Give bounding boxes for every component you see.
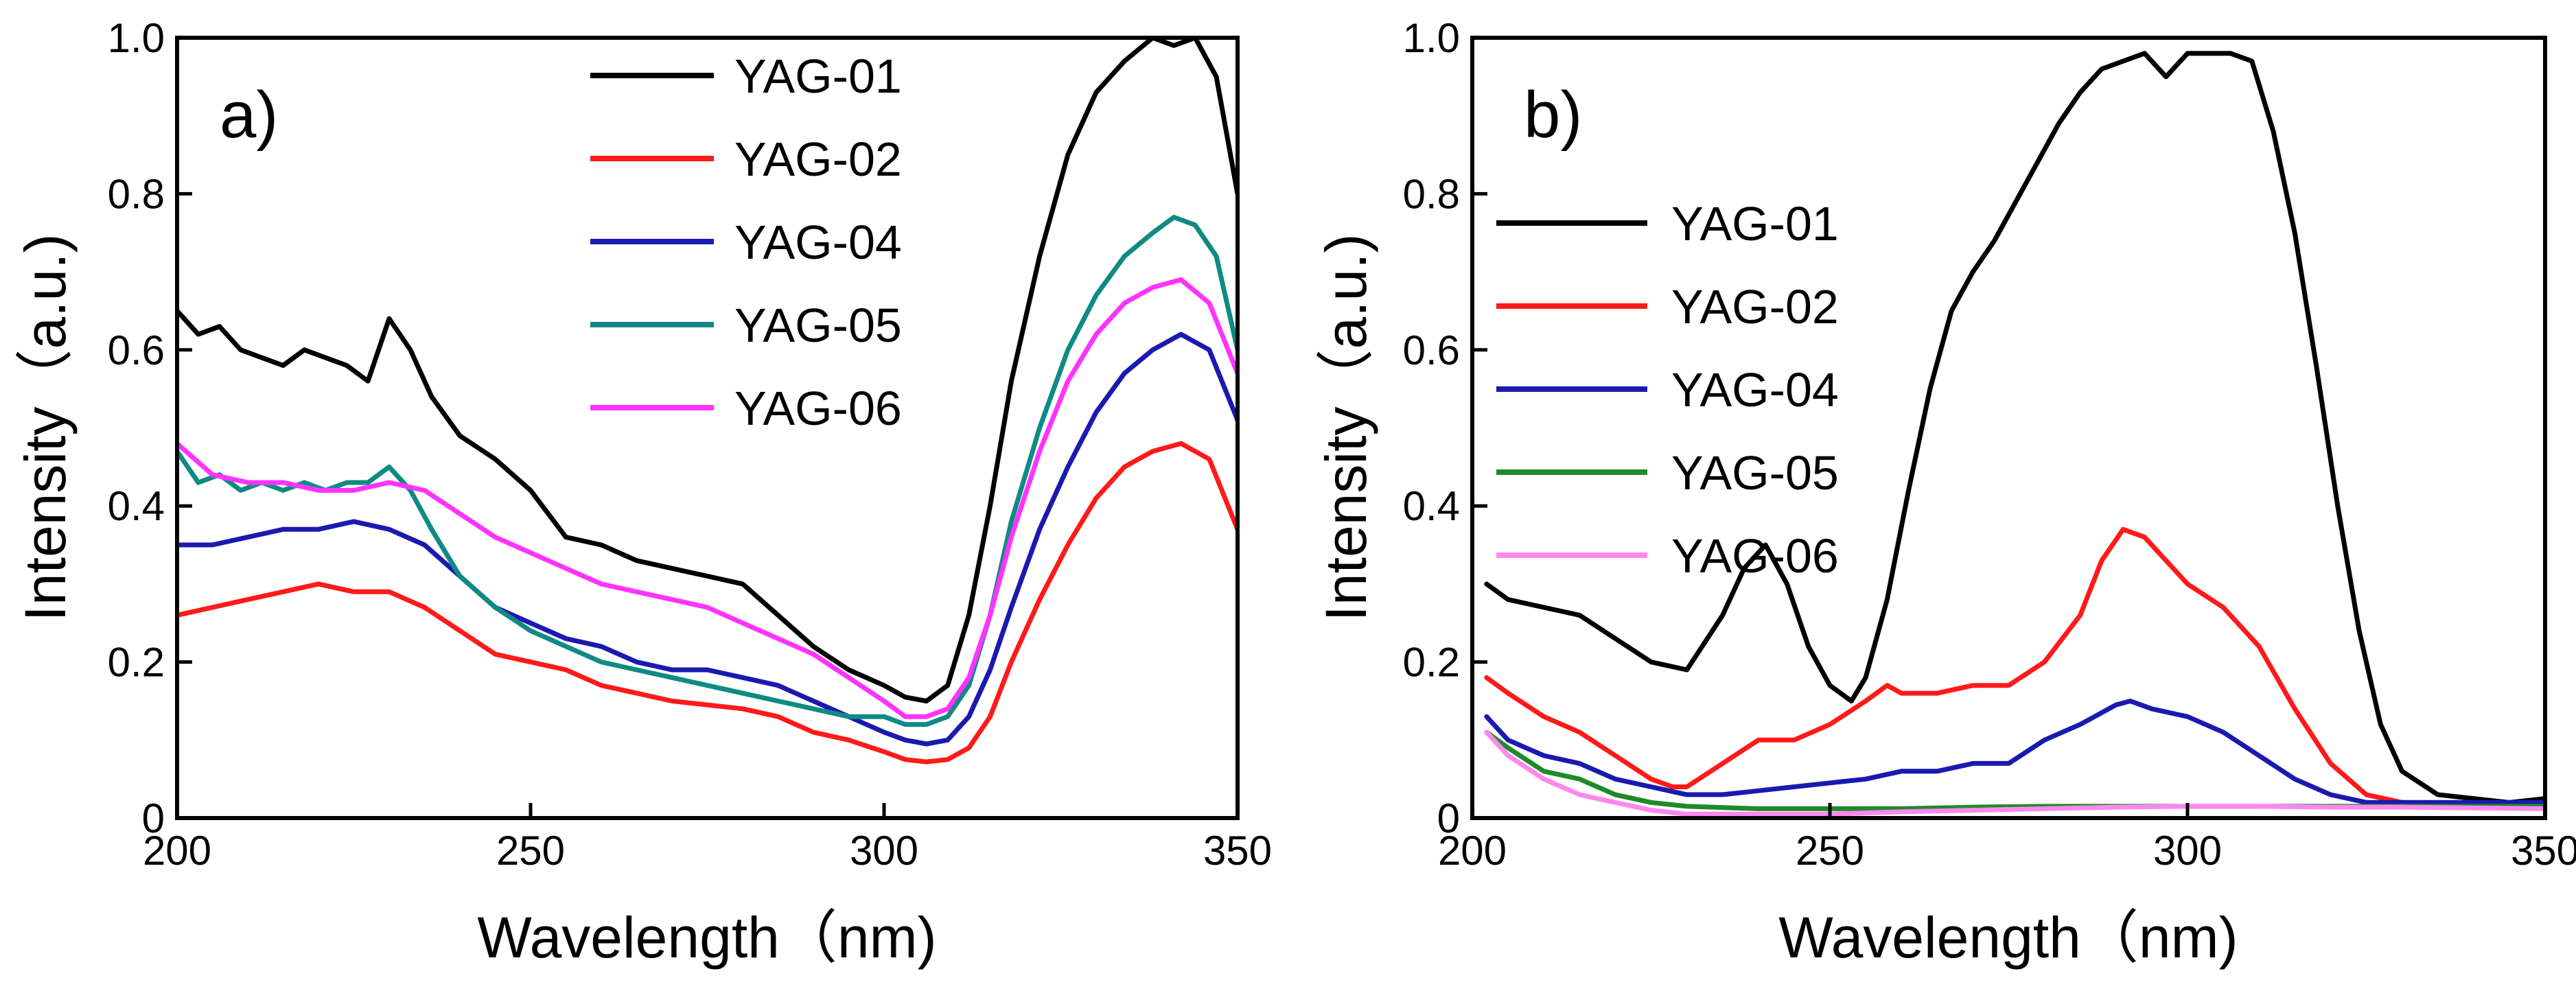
legend-label-yag-05-a: YAG-05 [734, 299, 902, 352]
series-line-yag-02-b [1484, 526, 2545, 809]
legend-label-yag-04-a: YAG-04 [734, 215, 902, 269]
legend-label-yag-06-a: YAG-06 [734, 382, 902, 435]
x-tick-label-a: 300 [850, 828, 918, 874]
plot-frame-a [175, 36, 1240, 820]
x-tick-label-b: 250 [1796, 828, 1864, 874]
legend-label-yag-04-b: YAG-04 [1671, 363, 1839, 417]
y-tick-label-b: 0 [1437, 795, 1460, 841]
x-tick-label-b: 350 [2511, 828, 2576, 874]
legend-label-yag-02-b: YAG-02 [1671, 280, 1839, 334]
chart-panel-a: 200 250 300 350 0 0.2 0.4 0.6 0.8 1.0 a) Waveleng… [13, 15, 1272, 970]
series-line-yag-06-b [1484, 730, 2545, 817]
tick-layer-b: 200 250 300 350 0 0.2 0.4 0.6 0.8 1.0 [1403, 15, 2576, 874]
series-line-yag-02-a [177, 441, 1238, 765]
y-tick-label-b: 0.2 [1403, 640, 1460, 686]
tick-layer-a: 200 250 300 350 0 0.2 0.4 0.6 0.8 1.0 [108, 15, 1272, 874]
y-tick-label-a: 1.0 [108, 15, 165, 61]
y-axis-title-a: Intensity（a.u.) [13, 234, 78, 622]
series-line-yag-06-a [177, 277, 1238, 719]
x-tick-label-b: 300 [2153, 828, 2222, 874]
x-axis-title-b: Wavelength（nm) [1778, 905, 2238, 970]
y-tick-label-a: 0.2 [108, 640, 165, 686]
panel-label-b: b) [1524, 78, 1582, 152]
x-axis-title-a: Wavelength（nm) [477, 905, 936, 970]
y-tick-label-a: 0.4 [108, 483, 165, 529]
x-tick-label-a: 350 [1203, 828, 1272, 874]
y-tick-label-a: 0.6 [108, 327, 165, 373]
x-tick-label-a: 200 [143, 828, 211, 874]
plot-frame-b [1470, 36, 2547, 820]
chart-panel-b: 200 250 300 350 0 0.2 0.4 0.6 0.8 1.0 b) Waveleng… [1314, 15, 2576, 970]
x-tick-label-a: 250 [496, 828, 565, 874]
legend-a: YAG-01 YAG-02 YAG-04 YAG-05 YAG-06 [590, 49, 902, 435]
series-layer-b [1484, 51, 2545, 817]
legend-label-yag-05-b: YAG-05 [1671, 446, 1839, 500]
legend-label-yag-02-a: YAG-02 [734, 132, 902, 186]
panel-label-a: a) [220, 78, 278, 152]
y-tick-label-a: 0.8 [108, 171, 165, 217]
series-line-yag-01-b [1484, 51, 2545, 805]
x-tick-label-b: 200 [1438, 828, 1507, 874]
y-tick-label-b: 0.6 [1403, 327, 1460, 373]
legend-label-yag-06-b: YAG-06 [1671, 529, 1839, 583]
series-line-yag-05-a [177, 215, 1238, 727]
legend-label-yag-01-a: YAG-01 [734, 49, 902, 103]
series-line-yag-04-a [177, 331, 1238, 747]
y-tick-label-b: 0.4 [1403, 483, 1460, 529]
legend-b: YAG-01 YAG-02 YAG-04 YAG-05 YAG-06 [1496, 197, 1839, 583]
y-tick-label-b: 1.0 [1403, 15, 1460, 61]
series-line-yag-04-b [1484, 699, 2545, 805]
y-tick-label-a: 0 [142, 795, 165, 841]
y-tick-label-b: 0.8 [1403, 171, 1460, 217]
series-line-yag-01-a [177, 38, 1238, 703]
y-axis-title-b: Intensity（a.u.) [1314, 234, 1378, 622]
legend-label-yag-01-b: YAG-01 [1671, 197, 1839, 250]
series-layer-a [177, 38, 1238, 765]
